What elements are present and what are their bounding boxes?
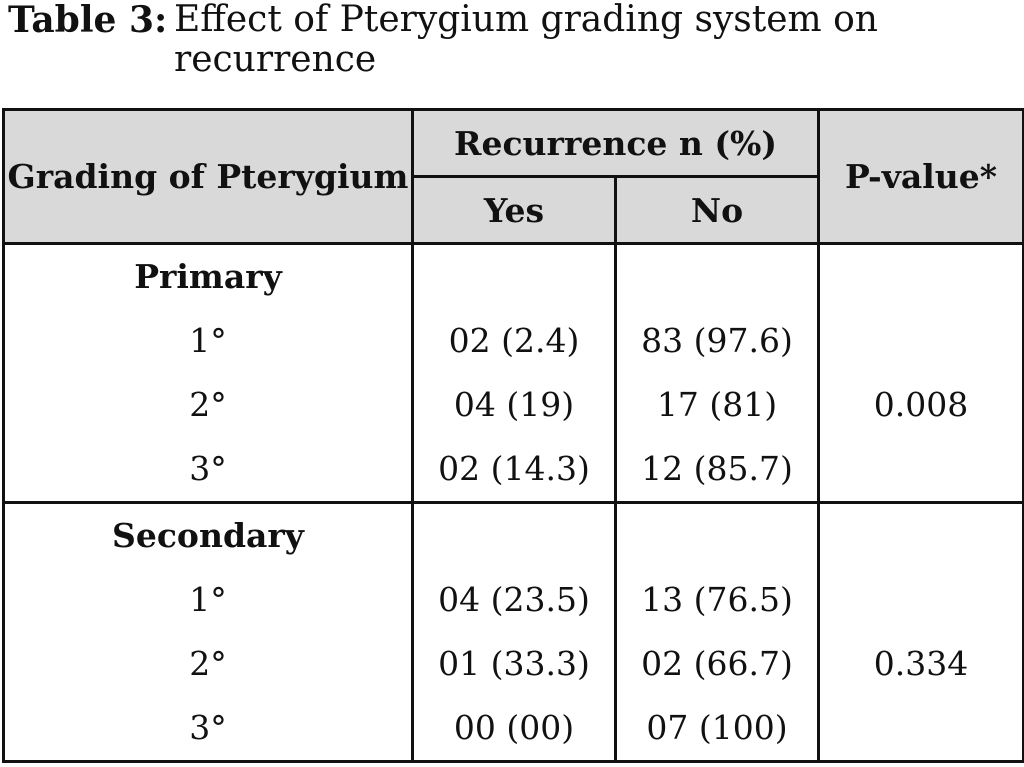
p-value-text: 0.008	[873, 385, 969, 424]
no-value: 17 (81)	[656, 385, 778, 424]
header-recurrence: Recurrence n (%)	[410, 108, 821, 178]
header-pvalue: P-value*	[817, 108, 1024, 245]
no-column: 83 (97.6) 17 (81) 12 (85.7)	[613, 242, 821, 504]
no-value: 12 (85.7)	[641, 449, 793, 488]
yes-value: 01 (33.3)	[438, 644, 590, 683]
subheader-row: Yes No	[4, 175, 1024, 245]
header-row: Grading of Pterygium Recurrence n (%) P-…	[2, 108, 1024, 245]
yes-value: 04 (19)	[453, 385, 575, 424]
p-value: 0.334	[817, 501, 1024, 763]
grade-label: 3°	[189, 708, 227, 747]
header-grading: Grading of Pterygium	[2, 108, 414, 245]
group-secondary: Secondary 1° 2° 3° 04 (23.5) 01 (33.3) 0…	[2, 501, 1024, 763]
caption-label: Table 3:	[8, 0, 168, 41]
yes-value: 04 (23.5)	[438, 580, 590, 619]
recurrence-table: Grading of Pterygium Recurrence n (%) P-…	[2, 108, 1024, 763]
yes-value: 02 (14.3)	[438, 449, 590, 488]
p-value-text: 0.334	[873, 644, 969, 683]
grade-label: 1°	[189, 580, 227, 619]
no-column: 13 (76.5) 02 (66.7) 07 (100)	[613, 501, 821, 763]
yes-value: 00 (00)	[453, 708, 575, 747]
grade-label: 2°	[189, 644, 227, 683]
caption-text: Effect of Pterygium grading system on re…	[174, 0, 878, 80]
header-yes: Yes	[411, 175, 617, 245]
header-no: No	[613, 175, 821, 245]
no-value: 02 (66.7)	[641, 644, 793, 683]
no-value: 83 (97.6)	[641, 321, 793, 360]
no-value: 13 (76.5)	[641, 580, 793, 619]
group-name: Secondary	[112, 516, 304, 555]
yes-value: 02 (2.4)	[448, 321, 580, 360]
grade-label: 3°	[189, 449, 227, 488]
yes-column: 04 (23.5) 01 (33.3) 00 (00)	[411, 501, 617, 763]
grading-column: Primary 1° 2° 3°	[2, 242, 414, 504]
p-value: 0.008	[817, 242, 1024, 504]
yes-column: 02 (2.4) 04 (19) 02 (14.3)	[411, 242, 617, 504]
grading-column: Secondary 1° 2° 3°	[2, 501, 414, 763]
group-primary: Primary 1° 2° 3° 02 (2.4) 04 (19) 02 (14…	[2, 242, 1024, 504]
grade-label: 2°	[189, 385, 227, 424]
grade-label: 1°	[189, 321, 227, 360]
no-value: 07 (100)	[646, 708, 788, 747]
group-name: Primary	[134, 257, 282, 296]
